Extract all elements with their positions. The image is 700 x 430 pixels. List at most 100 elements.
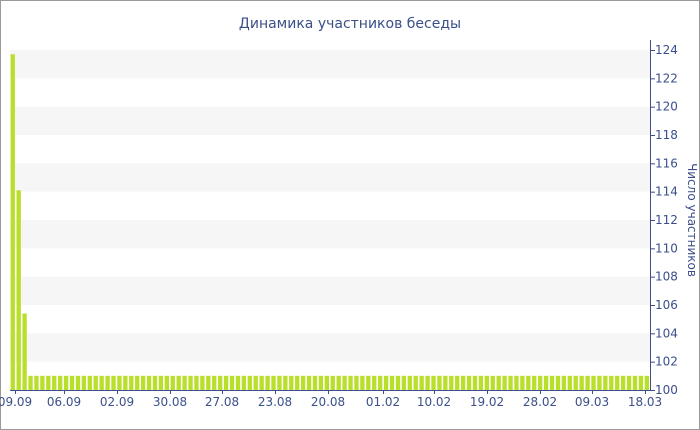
- x-tick-label: 20.08: [311, 395, 345, 409]
- bar: [407, 375, 412, 390]
- bar: [543, 375, 549, 390]
- bar: [75, 375, 81, 390]
- bar: [63, 375, 69, 390]
- bar: [194, 375, 199, 390]
- bar: [200, 375, 205, 390]
- chart-title: Динамика участников беседы: [239, 16, 461, 32]
- bar: [135, 375, 140, 390]
- bars: [10, 54, 649, 390]
- bar: [502, 375, 507, 390]
- y-tick-label: 110: [655, 241, 678, 255]
- bar: [152, 375, 158, 390]
- bar: [46, 375, 51, 390]
- bar: [312, 375, 318, 390]
- grid-band: [10, 163, 650, 192]
- bar: [295, 375, 300, 390]
- grid-band: [10, 106, 650, 135]
- bar: [123, 375, 128, 390]
- bar: [182, 375, 187, 390]
- bar: [22, 313, 27, 390]
- bar: [401, 375, 407, 390]
- bar: [40, 375, 45, 390]
- bar: [466, 375, 472, 390]
- bar: [277, 375, 282, 390]
- bar: [129, 375, 134, 390]
- bar: [93, 375, 98, 390]
- bar: [140, 375, 146, 390]
- bar: [395, 375, 401, 390]
- bar: [348, 375, 353, 390]
- bar: [626, 375, 632, 390]
- bar: [585, 375, 590, 390]
- bar: [419, 375, 424, 390]
- bar: [330, 375, 335, 390]
- bar: [259, 375, 264, 390]
- x-ticks: 09.09 06.09 02.09 30.08 27.08 23.08 20.08 01.02…: [0, 390, 662, 409]
- x-tick-label: 19.02: [470, 395, 504, 409]
- bar: [478, 375, 484, 390]
- bar: [549, 375, 555, 390]
- bar: [508, 375, 513, 390]
- y-tick-label: 102: [655, 355, 678, 369]
- bar: [247, 375, 252, 390]
- y-tick-label: 100: [655, 383, 678, 397]
- bar: [472, 375, 478, 390]
- x-tick-label: 28.02: [523, 395, 557, 409]
- bar: [289, 375, 294, 390]
- bar: [28, 375, 33, 390]
- bar: [520, 375, 525, 390]
- bar: [164, 375, 169, 390]
- x-tick-label: 10.02: [417, 395, 451, 409]
- y-tick-label: 106: [655, 298, 678, 312]
- bar: [603, 375, 608, 390]
- x-tick-label: 01.02: [366, 395, 400, 409]
- y-tick-label: 116: [655, 156, 678, 170]
- bar: [372, 375, 377, 390]
- bar: [443, 375, 448, 390]
- bar: [253, 375, 258, 390]
- bar: [212, 375, 217, 390]
- bar: [496, 375, 501, 390]
- bar: [306, 375, 312, 390]
- bar: [283, 375, 288, 390]
- bar: [638, 375, 644, 390]
- y-axis-label: Число участников: [685, 163, 699, 277]
- bar: [206, 375, 211, 390]
- bar: [455, 375, 460, 390]
- bar: [644, 375, 649, 390]
- bar: [111, 375, 116, 390]
- bar: [318, 375, 324, 390]
- y-tick-label: 112: [655, 213, 678, 227]
- grid-band: [10, 220, 650, 249]
- y-tick-label: 118: [655, 128, 678, 142]
- y-tick-label: 122: [655, 71, 678, 85]
- y-tick-label: 104: [655, 326, 678, 340]
- bar: [609, 375, 614, 390]
- bar: [360, 375, 365, 390]
- y-ticks: 100 102 104 106 108 110 112 114 116 118 120 122 124: [650, 43, 678, 397]
- y-tick-label: 108: [655, 270, 678, 284]
- y-tick-label: 124: [655, 43, 678, 57]
- bar: [389, 375, 395, 390]
- y-tick-label: 114: [655, 185, 678, 199]
- bar: [117, 375, 122, 390]
- bar: [87, 375, 92, 390]
- bar: [490, 375, 495, 390]
- bar: [620, 375, 626, 390]
- bar: [632, 375, 638, 390]
- x-tick-label: 23.08: [258, 395, 292, 409]
- bar: [555, 375, 561, 390]
- bar: [526, 375, 531, 390]
- bar: [579, 375, 584, 390]
- bar: [591, 375, 596, 390]
- bar: [567, 375, 572, 390]
- grid-band: [10, 333, 650, 362]
- bar: [218, 375, 223, 390]
- bar: [378, 375, 383, 390]
- bar: [324, 375, 329, 390]
- grid-band: [10, 50, 650, 79]
- x-tick-label: 06.09: [47, 395, 81, 409]
- bar: [271, 375, 276, 390]
- bar: [336, 375, 341, 390]
